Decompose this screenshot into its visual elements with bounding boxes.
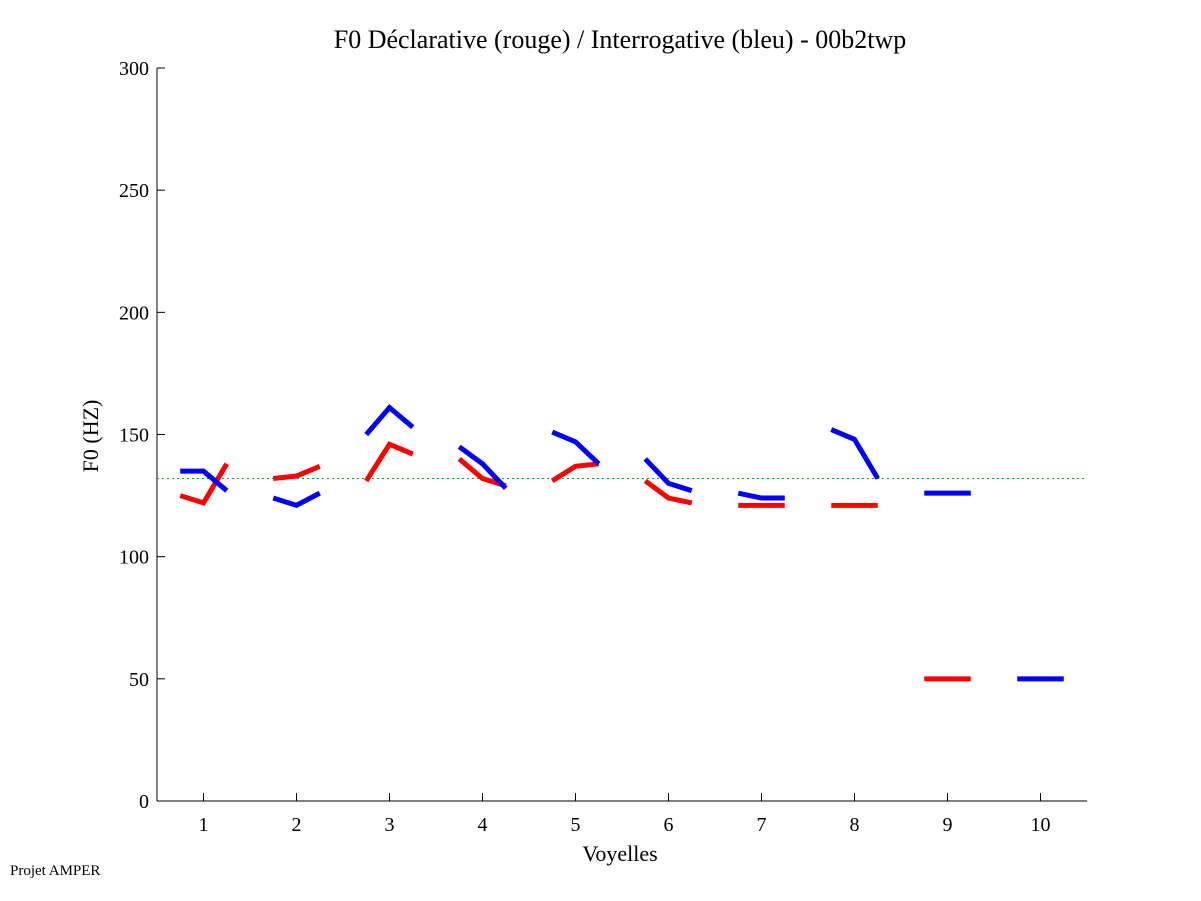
y-tick-label: 300 bbox=[119, 58, 149, 80]
series-interrogative-segment bbox=[643, 457, 693, 494]
x-tick-label: 2 bbox=[292, 814, 302, 836]
series-interrogative-segment bbox=[180, 468, 229, 493]
x-tick-label: 5 bbox=[571, 814, 581, 836]
series-interrogative-segment bbox=[364, 404, 415, 437]
series-declarative-segment bbox=[364, 441, 414, 483]
series-interrogative-segment bbox=[830, 427, 880, 480]
series-interrogative-segment bbox=[551, 429, 601, 466]
series-declarative-segment bbox=[179, 462, 229, 506]
series-interrogative-segment bbox=[457, 444, 508, 490]
x-tick-label: 7 bbox=[757, 814, 767, 836]
y-tick-label: 150 bbox=[119, 425, 149, 447]
series-declarative-segment bbox=[643, 478, 693, 506]
x-tick-label: 10 bbox=[1031, 814, 1051, 836]
x-tick-label: 9 bbox=[943, 814, 953, 836]
y-axis-label: F0 (HZ) bbox=[78, 400, 103, 473]
footer-credit: Projet AMPER bbox=[10, 863, 101, 879]
x-axis-label: Voyelles bbox=[582, 841, 657, 866]
x-tick-label: 8 bbox=[850, 814, 860, 836]
y-tick-label: 200 bbox=[119, 302, 149, 324]
plot-area: 0 50 100 150 200 250 300 1 2 3 4 5 6 7 8 9 10 bbox=[119, 58, 1087, 836]
x-tick-label: 6 bbox=[664, 814, 674, 836]
y-tick-label: 0 bbox=[139, 791, 149, 813]
chart-title: F0 Déclarative (rouge) / Interrogative (… bbox=[334, 25, 907, 54]
y-tick-label: 100 bbox=[119, 547, 149, 569]
x-tick-label: 4 bbox=[478, 814, 488, 836]
x-tick-label: 3 bbox=[385, 814, 395, 836]
x-tick-label: 1 bbox=[199, 814, 209, 836]
y-tick-label: 50 bbox=[129, 669, 149, 691]
series-declarative-segment bbox=[550, 461, 600, 484]
series-interrogative-segment bbox=[272, 490, 321, 509]
series-declarative-segment bbox=[272, 463, 321, 481]
y-tick-label: 250 bbox=[119, 180, 149, 202]
series-interrogative-segment bbox=[737, 490, 785, 501]
